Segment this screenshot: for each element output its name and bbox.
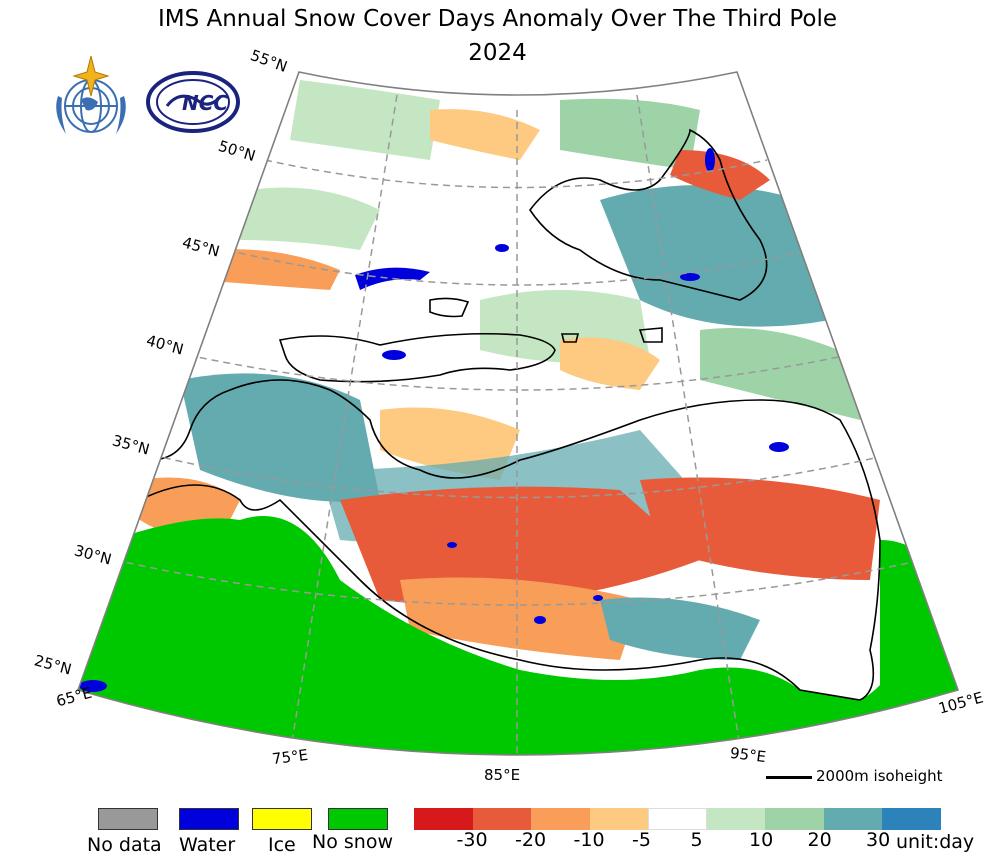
colorbar-segment — [823, 808, 882, 830]
water-body — [495, 244, 509, 252]
colorbar-tick-label: -10 — [573, 829, 605, 851]
isoheight-contour — [139, 379, 881, 701]
longitude-line — [636, 94, 743, 755]
isoheight-legend-line — [766, 776, 812, 779]
water-swatch — [179, 808, 239, 830]
ncc-logo-text: NCC — [182, 91, 228, 115]
colorbar-segment — [531, 808, 590, 830]
negative-anomaly-region — [640, 477, 880, 580]
water-body — [79, 680, 107, 692]
isoheight-contour — [529, 128, 768, 301]
colorbar-tick-label: 30 — [866, 829, 891, 851]
colorbar-tick-label: 5 — [690, 829, 703, 851]
colorbar-tick-label: -20 — [515, 829, 547, 851]
no-snow-label: No snow — [312, 831, 393, 853]
colorbar-unit: unit:day — [896, 831, 975, 853]
colorbar-tick-label: -5 — [632, 829, 651, 851]
colorbar-tick-label: 20 — [807, 829, 832, 851]
lon-label-85e: 85°E — [484, 766, 521, 784]
positive-anomaly-region — [600, 185, 830, 327]
water-body — [534, 616, 546, 624]
colorbar-segment — [648, 808, 707, 830]
ice-label: Ice — [268, 834, 296, 856]
negative-anomaly-region — [670, 150, 770, 200]
negative-anomaly-region — [430, 109, 540, 160]
positive-anomaly-region — [240, 187, 380, 250]
map-year: 2024 — [468, 40, 527, 66]
negative-anomaly-region — [400, 577, 640, 660]
wmo-logo-icon — [56, 56, 126, 134]
colorbar-tick-label: 10 — [749, 829, 774, 851]
colorbar-segment — [414, 808, 473, 830]
isoheight-contour — [560, 333, 580, 343]
colorbar-segment — [472, 808, 531, 830]
longitude-line — [288, 94, 398, 755]
negative-anomaly-region — [560, 337, 660, 390]
positive-anomaly-region — [290, 80, 440, 160]
no-data-label: No data — [87, 834, 162, 856]
isoheight-contour — [429, 297, 470, 318]
water-body — [447, 542, 457, 548]
isoheight-legend-label: 2000m isoheight — [816, 767, 943, 785]
colorbar-segment — [589, 808, 648, 830]
water-body — [382, 350, 406, 360]
no-snow-region — [78, 516, 958, 755]
positive-anomaly-region — [560, 98, 700, 170]
isoheight-contour — [638, 327, 663, 343]
water-body — [705, 148, 715, 172]
latitude-line — [187, 354, 849, 391]
isoheight-contour — [278, 332, 556, 383]
no-snow-region — [880, 540, 958, 700]
positive-anomaly-region — [700, 328, 860, 420]
negative-anomaly-region — [340, 486, 700, 605]
ice-swatch — [252, 808, 312, 830]
water-body — [593, 595, 603, 601]
positive-anomaly-region — [600, 597, 760, 660]
water-label: Water — [179, 834, 236, 856]
colorbar-segment — [765, 808, 824, 830]
map-frame — [76, 71, 960, 756]
water-body — [769, 442, 789, 452]
colorbar-segment — [882, 808, 941, 830]
map-title: IMS Annual Snow Cover Days Anomaly Over … — [157, 6, 838, 32]
water-body — [680, 273, 700, 281]
positive-anomaly-region — [180, 373, 380, 502]
ncc-logo-icon: NCC — [146, 71, 240, 133]
no-data-swatch — [98, 808, 158, 830]
no-snow-swatch — [328, 808, 388, 830]
colorbar-segment — [706, 808, 765, 830]
negative-anomaly-region — [200, 249, 340, 290]
colorbar-tick-label: -30 — [456, 829, 488, 851]
